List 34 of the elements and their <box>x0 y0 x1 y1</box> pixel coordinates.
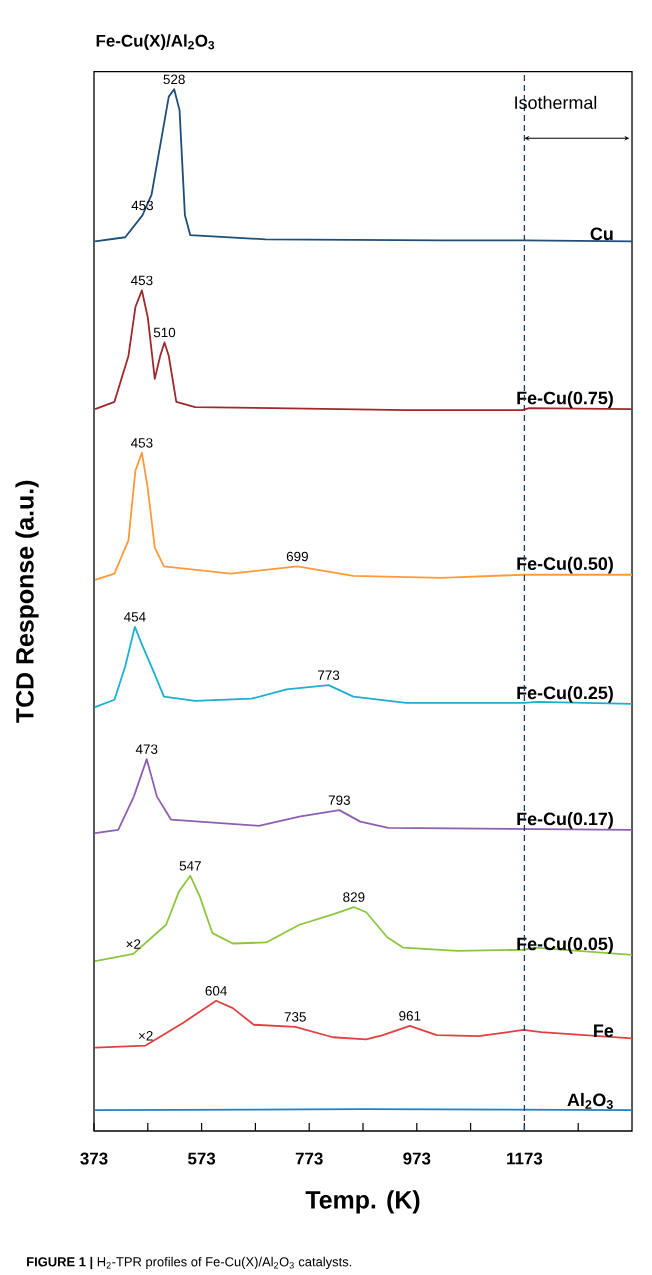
x-tick-label: 973 <box>403 1152 431 1165</box>
annotation: ×2 <box>126 939 141 949</box>
series-label: Fe-Cu(0.17) <box>517 812 613 829</box>
x-tick-label: 773 <box>295 1152 323 1165</box>
annotation: 961 <box>399 1011 421 1021</box>
x-tick-label: 373 <box>80 1152 108 1165</box>
annotation: 473 <box>135 744 158 754</box>
ref-line-label: Isothermal <box>515 95 597 109</box>
annotation: 510 <box>153 327 176 338</box>
annotation: 829 <box>343 892 365 902</box>
series-label: Fe-Cu(0.75) <box>517 391 613 408</box>
annotation: 454 <box>123 612 146 622</box>
chart-title: Fe-Cu(X)/Al$_{2}$O$_{3}$ <box>96 34 215 51</box>
annotation: 453 <box>130 438 153 448</box>
series-label: Cu <box>590 227 613 241</box>
annotation: 604 <box>205 986 227 996</box>
annotation: ×2 <box>138 1030 153 1041</box>
annotation: 453 <box>130 275 153 286</box>
annotation: 735 <box>284 1012 306 1022</box>
annotation: 773 <box>318 670 340 680</box>
x-tick-label: 573 <box>187 1152 216 1165</box>
y-axis-title: TCD Response (a.u.) <box>15 480 39 723</box>
x-tick-label: 1173 <box>507 1152 543 1165</box>
annotation: 793 <box>328 795 350 805</box>
annotation: 528 <box>163 74 185 85</box>
series-label: Fe <box>594 1024 614 1038</box>
series-label: Fe-Cu(0.05) <box>517 937 613 954</box>
series-label: Al$_{2}$O$_{3}$ <box>567 1092 613 1109</box>
annotation: 547 <box>179 861 201 871</box>
annotation: 699 <box>286 551 308 562</box>
x-axis-title: Temp. (K) <box>305 1190 420 1214</box>
series-label: Fe-Cu(0.25) <box>517 685 613 703</box>
text: FIGURE 1 | H$_{2}$-TPR profiles of Fe-Cu(X)/Al$_{2}$O$_{3}$ catalysts. <box>27 1256 352 1270</box>
series-label: Fe-Cu(0.50) <box>517 556 613 574</box>
